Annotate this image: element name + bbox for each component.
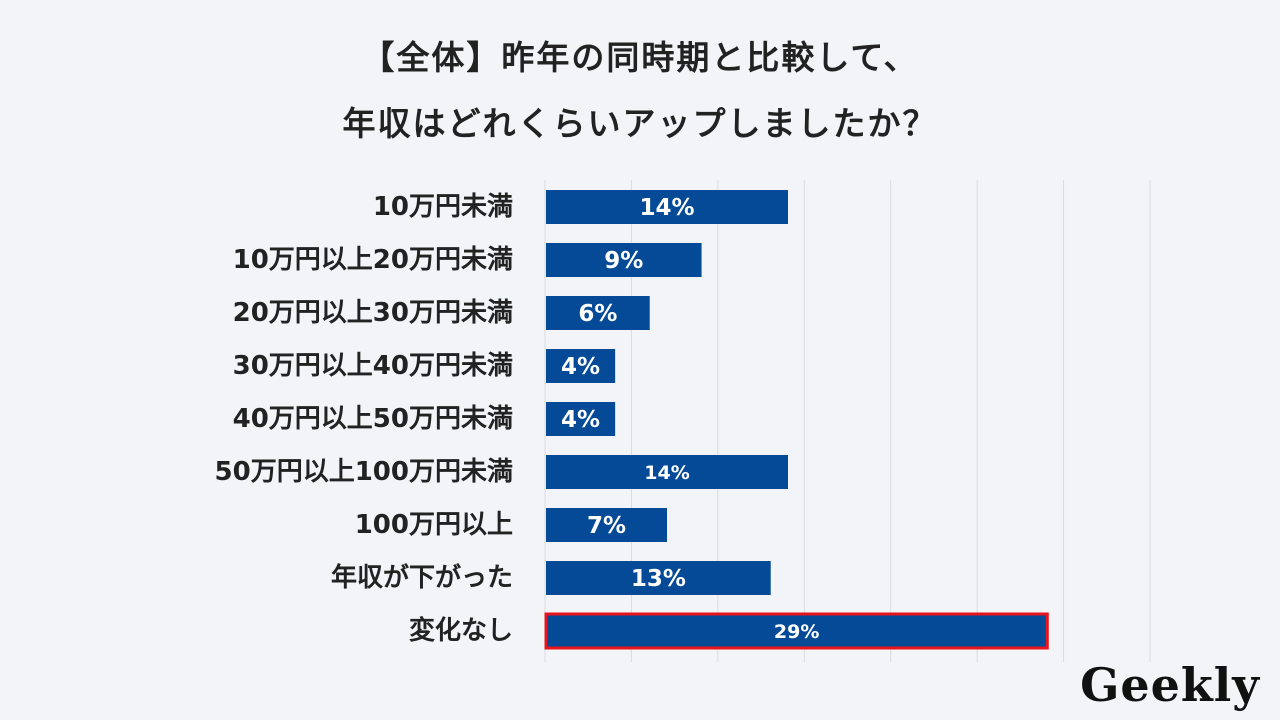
bar <box>546 349 616 383</box>
chart-title: 【全体】昨年の同時期と比較して、 年収はどれくらいアップしましたか？ <box>0 36 1280 146</box>
category-label: 変化なし <box>409 615 513 646</box>
bar <box>546 296 650 330</box>
category-label: 30万円以上40万円未満 <box>233 351 513 381</box>
bar-value-label: 13% <box>631 566 686 592</box>
category-label: 40万円以上50万円未満 <box>233 404 513 434</box>
bar <box>546 614 1048 648</box>
bar-value-label: 4% <box>561 354 600 380</box>
category-label: 50万円以上100万円未満 <box>215 457 513 487</box>
bar <box>546 561 771 595</box>
bar-value-label: 4% <box>561 407 600 433</box>
bar-value-label: 14% <box>644 462 689 484</box>
bar <box>546 508 667 542</box>
bar-highlight-border <box>544 612 1049 650</box>
chart-title-line-1: 【全体】昨年の同時期と比較して、 <box>361 38 919 77</box>
bar <box>546 190 788 224</box>
bar <box>546 402 616 436</box>
category-label: 10万円以上20万円未満 <box>233 245 513 275</box>
bar-value-label: 7% <box>587 513 626 539</box>
category-label: 年収が下がった <box>331 562 513 593</box>
bar-value-label: 9% <box>604 248 643 274</box>
chart-title-line-2: 年収はどれくらいアップしましたか？ <box>342 104 938 143</box>
category-label: 20万円以上30万円未満 <box>233 298 513 328</box>
bar <box>546 243 702 277</box>
bar-value-label: 14% <box>639 195 694 221</box>
bar <box>546 455 788 489</box>
bar-value-label: 6% <box>578 301 617 327</box>
bar-value-label: 29% <box>774 621 819 643</box>
geekly-logo: Geekly <box>1080 658 1260 712</box>
category-label: 100万円以上 <box>355 510 513 540</box>
category-label: 10万円未満 <box>373 192 513 222</box>
